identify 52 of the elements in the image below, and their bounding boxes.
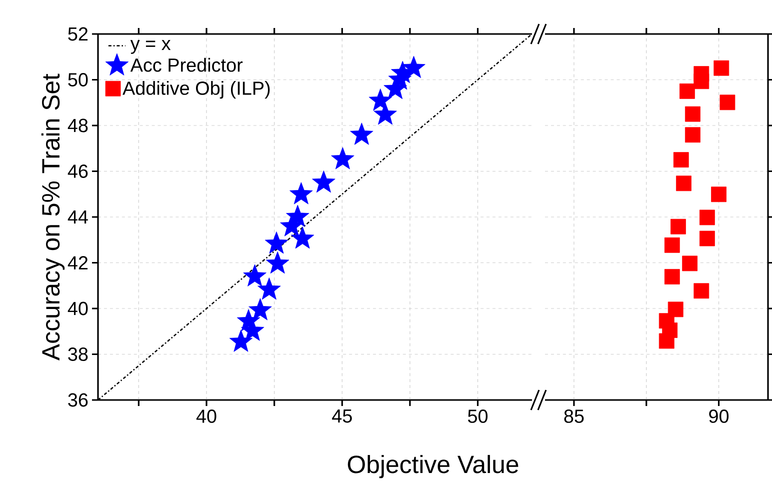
x-tick-label: 40 [196,410,216,423]
point [350,122,374,145]
x-tick-label: 85 [564,410,584,423]
point [720,94,736,110]
point [673,152,689,168]
y-tick-label: 40 [68,302,88,316]
y-axis-title: Accuracy on 5% Train Set [41,74,65,360]
x-axis-title: Objective Value [348,454,518,478]
point [236,309,260,332]
point [685,127,700,143]
x-tick-label: 45 [332,410,352,423]
point [286,204,310,227]
point [248,298,272,320]
point [680,83,695,99]
y-tick-label: 44 [68,210,88,224]
point [682,256,698,272]
legend-label: Acc Predictor [130,58,243,72]
y-tick-label: 42 [68,256,88,270]
point [402,56,426,78]
point [290,226,314,249]
y-tick-label: 46 [68,164,88,178]
x-tick-label: 50 [468,410,488,423]
x-tick-label: 90 [709,410,729,423]
point [368,88,392,111]
legend-label: y = x [130,40,171,54]
y-tick-label: 48 [68,118,88,132]
point [676,176,692,192]
point [699,210,715,226]
point [258,278,281,300]
point [229,330,253,352]
point [699,230,715,246]
point [264,232,288,254]
point [714,60,730,76]
point [685,106,700,122]
point [664,269,680,284]
point [694,283,710,299]
point [374,102,397,125]
point [694,74,710,90]
point [290,182,313,204]
y-tick-label: 36 [68,393,88,407]
point [711,186,726,202]
y-tick-label: 52 [68,27,88,41]
point [312,170,336,193]
legend-label: Additive Obj (ILP) [122,81,270,99]
y-tick-label: 50 [68,73,88,86]
y-tick-label: 38 [68,348,88,361]
point [664,237,680,253]
point [670,218,686,234]
point [243,264,266,286]
point [658,333,674,349]
point [331,147,354,170]
point [266,251,290,274]
